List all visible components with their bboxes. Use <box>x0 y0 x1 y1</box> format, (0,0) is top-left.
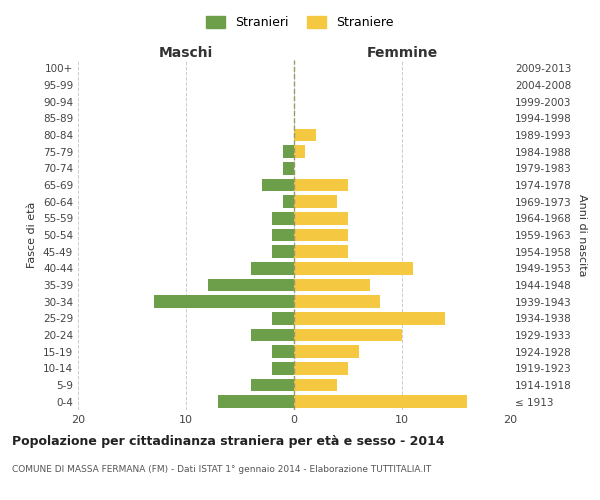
Text: Femmine: Femmine <box>367 46 437 60</box>
Bar <box>272 312 294 324</box>
Y-axis label: Anni di nascita: Anni di nascita <box>577 194 587 276</box>
Bar <box>272 346 294 358</box>
Bar <box>272 229 294 241</box>
Bar <box>294 262 413 274</box>
Bar <box>251 379 294 391</box>
Bar <box>294 179 348 191</box>
Bar <box>294 312 445 324</box>
Bar <box>272 362 294 374</box>
Bar <box>218 396 294 408</box>
Bar <box>294 362 348 374</box>
Bar <box>294 128 316 141</box>
Y-axis label: Fasce di età: Fasce di età <box>28 202 37 268</box>
Legend: Stranieri, Straniere: Stranieri, Straniere <box>202 11 398 34</box>
Bar <box>208 279 294 291</box>
Text: COMUNE DI MASSA FERMANA (FM) - Dati ISTAT 1° gennaio 2014 - Elaborazione TUTTITA: COMUNE DI MASSA FERMANA (FM) - Dati ISTA… <box>12 465 431 474</box>
Bar <box>294 396 467 408</box>
Bar <box>294 229 348 241</box>
Bar <box>251 262 294 274</box>
Bar <box>294 296 380 308</box>
Bar <box>272 246 294 258</box>
Bar <box>294 329 402 341</box>
Text: Maschi: Maschi <box>159 46 213 60</box>
Bar <box>294 346 359 358</box>
Bar <box>272 212 294 224</box>
Bar <box>283 162 294 174</box>
Bar <box>294 146 305 158</box>
Text: Popolazione per cittadinanza straniera per età e sesso - 2014: Popolazione per cittadinanza straniera p… <box>12 435 445 448</box>
Bar <box>262 179 294 191</box>
Bar <box>294 279 370 291</box>
Bar <box>283 196 294 208</box>
Bar <box>294 379 337 391</box>
Bar <box>283 146 294 158</box>
Bar <box>294 196 337 208</box>
Bar <box>154 296 294 308</box>
Bar <box>294 246 348 258</box>
Bar <box>294 212 348 224</box>
Bar <box>251 329 294 341</box>
